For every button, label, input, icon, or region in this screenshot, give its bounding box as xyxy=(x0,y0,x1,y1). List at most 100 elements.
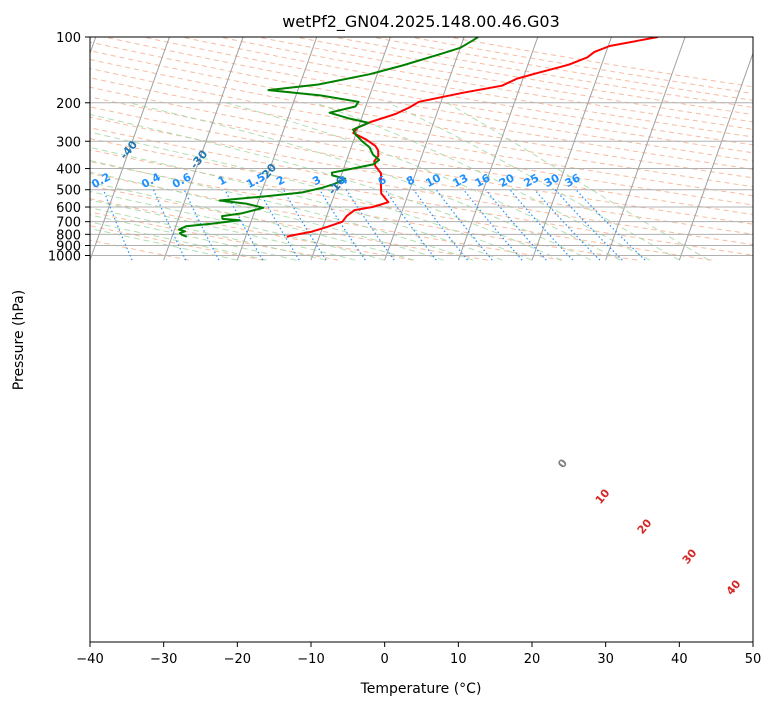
mixing-ratio-line xyxy=(575,189,646,261)
moist-adiabat-line xyxy=(90,191,385,261)
mixing-ratio-line xyxy=(435,189,493,261)
x-tick-label: 10 xyxy=(450,652,467,667)
y-tick-label: 500 xyxy=(56,184,81,199)
y-tick-label: 100 xyxy=(56,31,81,46)
x-tick-label: −30 xyxy=(150,652,177,667)
mixing-ratio-label: 20 xyxy=(497,171,517,190)
y-tick-label: 700 xyxy=(56,216,81,231)
dry-adiabat-line xyxy=(90,67,753,188)
theta-label: 40 xyxy=(724,577,744,597)
mixing-ratio-line xyxy=(534,189,601,261)
mixing-ratio-line xyxy=(224,189,264,261)
isotherm-label: -60 xyxy=(0,105,5,129)
moist-adiabat-line xyxy=(387,102,680,261)
isotherm-line xyxy=(0,37,22,260)
dry-adiabat-line xyxy=(90,211,339,261)
moist-adiabat-line xyxy=(90,199,356,261)
x-tick-label: 50 xyxy=(745,652,762,667)
dry-adiabat-line xyxy=(409,37,753,95)
dry-adiabat-line xyxy=(90,225,264,261)
x-tick-label: −20 xyxy=(224,652,251,667)
x-tick-label: −40 xyxy=(76,652,103,667)
moist-adiabat-line xyxy=(90,214,297,261)
theta-label: 0 xyxy=(555,456,570,470)
x-tick-label: 40 xyxy=(671,652,688,667)
moist-adiabat-line xyxy=(90,221,267,261)
mixing-ratio-label: 16 xyxy=(473,171,493,190)
moist-adiabat-line xyxy=(90,181,415,261)
theta-label: 30 xyxy=(680,546,700,566)
dry-adiabat-line xyxy=(90,58,753,179)
y-tick-label: 300 xyxy=(56,135,81,150)
theta-label: 10 xyxy=(593,486,613,506)
mixing-ratio-label: 1 xyxy=(216,173,229,188)
isotherm-line xyxy=(678,51,753,261)
dry-adiabat-line xyxy=(142,37,753,146)
mixing-ratio-line xyxy=(183,189,220,261)
isotherm-line xyxy=(384,37,465,261)
x-tick-label: 0 xyxy=(381,652,389,667)
mixing-ratio-label: 10 xyxy=(423,171,443,190)
moist-adiabat-line xyxy=(225,102,621,261)
y-axis-label: Pressure (hPa) xyxy=(11,290,27,390)
y-tick-label: 900 xyxy=(56,240,81,255)
isotherm-line xyxy=(310,37,391,261)
dry-adiabat-line xyxy=(90,185,488,261)
y-tick-label: 800 xyxy=(56,228,81,243)
y-tick-label: 600 xyxy=(56,201,81,216)
moist-adiabat-line xyxy=(90,114,562,261)
theta-label: 20 xyxy=(635,516,655,536)
isotherm-line xyxy=(531,37,612,261)
isotherm-line xyxy=(457,37,539,261)
mixing-ratio-label: 36 xyxy=(563,171,583,190)
dry-adiabat-line xyxy=(219,37,753,130)
moist-adiabat-line xyxy=(90,227,238,261)
dry-adiabat-line xyxy=(90,86,753,206)
dry-adiabat-line xyxy=(333,37,753,108)
x-tick-label: −10 xyxy=(297,652,324,667)
chart-title: wetPf2_GN04.2025.148.00.46.G03 xyxy=(282,12,560,32)
y-tick-label: 200 xyxy=(56,97,81,112)
mixing-ratio-line xyxy=(509,189,574,261)
mixing-ratio-line xyxy=(152,189,187,261)
mixing-ratio-label: 30 xyxy=(542,171,562,190)
temperature-profile-line xyxy=(286,37,659,238)
mixing-ratio-label: 13 xyxy=(451,171,471,190)
mixing-ratio-line xyxy=(319,189,366,261)
dry-adiabat-line xyxy=(90,149,712,261)
dry-adiabat-line xyxy=(90,116,753,235)
isotherm-line xyxy=(752,258,753,261)
dry-adiabat-line xyxy=(90,160,638,261)
isotherm-label: -30 xyxy=(188,148,211,172)
dewpoint-profile-line xyxy=(178,37,479,238)
moist-adiabat-line xyxy=(90,207,326,261)
mixing-ratio-label: 0.6 xyxy=(170,170,194,191)
x-tick-label: 20 xyxy=(524,652,541,667)
moist-adiabat-line xyxy=(90,160,474,261)
mixing-ratio-label: 2 xyxy=(274,173,287,188)
mixing-ratio-line xyxy=(258,189,300,261)
mixing-ratio-line xyxy=(413,189,468,261)
x-tick-label: 30 xyxy=(597,652,614,667)
mixing-ratio-line xyxy=(485,189,547,261)
isotherm-line xyxy=(605,37,686,261)
y-tick-label: 400 xyxy=(56,163,81,178)
mixing-ratio-line xyxy=(384,189,437,261)
mixing-ratio-label: 0.2 xyxy=(89,170,112,191)
mixing-ratio-line xyxy=(102,189,133,261)
dry-adiabat-line xyxy=(90,41,753,162)
y-tick-label: 1000 xyxy=(48,250,81,265)
mixing-ratio-label: 25 xyxy=(522,171,542,190)
isotherm-line xyxy=(163,37,244,261)
moist-adiabat-line xyxy=(90,131,533,261)
isotherm-line xyxy=(236,37,318,261)
isotherm-line xyxy=(90,37,170,261)
dry-adiabat-line xyxy=(104,37,753,154)
x-axis-label: Temperature (°C) xyxy=(360,681,482,697)
dry-adiabat-line xyxy=(90,96,753,215)
moist-adiabat-line xyxy=(314,102,651,261)
plot-frame xyxy=(89,36,754,643)
moist-adiabat-line xyxy=(90,146,503,261)
